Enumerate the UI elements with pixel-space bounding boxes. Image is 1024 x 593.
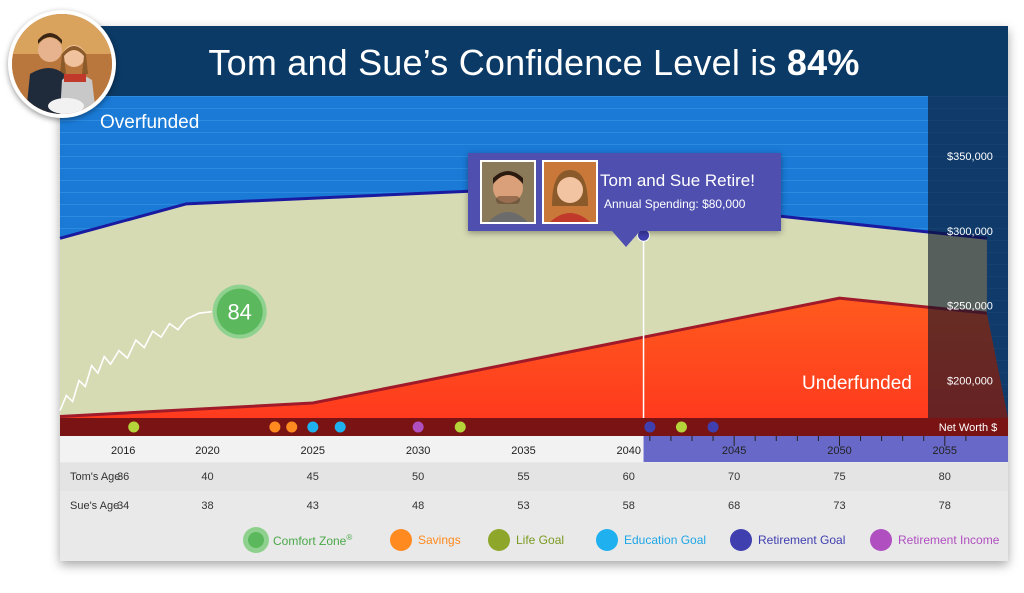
event-marker-life bbox=[675, 421, 687, 433]
legend-label: Life Goal bbox=[516, 533, 565, 547]
retirement-income-legend-icon bbox=[870, 529, 892, 551]
legend: Comfort Zone® Savings Life Goal Education G… bbox=[60, 520, 1008, 560]
x-tick-label: 2016 bbox=[111, 445, 135, 457]
event-marker-retirement bbox=[644, 421, 656, 433]
tom-portrait bbox=[480, 160, 536, 224]
x-tick-label: 2030 bbox=[406, 445, 430, 457]
sue-age-value: 78 bbox=[938, 500, 951, 512]
couple-avatar bbox=[8, 10, 116, 118]
sue-age-value: 34 bbox=[117, 500, 130, 512]
sue-age-value: 38 bbox=[201, 500, 214, 512]
event-band-background bbox=[60, 418, 1008, 436]
y-tick-label: $200,000 bbox=[947, 376, 993, 388]
event-marker-life bbox=[454, 421, 466, 433]
tom-age-value: 36 bbox=[117, 471, 130, 483]
sue-age-value: 53 bbox=[517, 500, 530, 512]
x-axis: 2016 2020 2025 2030 2035 2040 2045 2050 2055 bbox=[60, 436, 1008, 462]
x-tick-label: 2045 bbox=[722, 445, 746, 457]
event-marker-savings bbox=[269, 421, 281, 433]
legend-label: Comfort Zone® bbox=[273, 533, 353, 548]
tom-age-value: 70 bbox=[728, 471, 741, 483]
event-marker-education bbox=[334, 421, 346, 433]
y-tick-label: $300,000 bbox=[947, 226, 993, 238]
retirement-goal-legend-icon bbox=[730, 529, 752, 551]
tom-age-value: 50 bbox=[412, 471, 425, 483]
event-marker-life bbox=[128, 421, 140, 433]
legend-label: Savings bbox=[418, 533, 461, 547]
x-tick-label: 2035 bbox=[511, 445, 535, 457]
sue-age-value: 48 bbox=[412, 500, 425, 512]
comfort-zone-area bbox=[60, 188, 987, 417]
legend-label: Retirement Goal bbox=[758, 533, 846, 547]
tom-age-value: 40 bbox=[201, 471, 214, 483]
legend-label: Retirement Income bbox=[898, 533, 1000, 547]
tom-age-value: 80 bbox=[938, 471, 951, 483]
sue-age-row: Sue's Age 34 38 43 48 53 58 68 73 78 bbox=[60, 492, 1008, 520]
retirement-period-band bbox=[643, 436, 1008, 462]
event-marker-retirement bbox=[707, 421, 719, 433]
sue-age-value: 73 bbox=[833, 500, 846, 512]
x-tick-label: 2025 bbox=[301, 445, 325, 457]
life-goal-legend-icon bbox=[488, 529, 510, 551]
couple-photo-icon bbox=[12, 14, 112, 114]
x-tick-label: 2050 bbox=[827, 445, 851, 457]
retirement-tooltip: Tom and Sue Retire! Annual Spending: $80… bbox=[468, 153, 781, 247]
event-marker-education bbox=[307, 421, 319, 433]
underfunded-label: Underfunded bbox=[802, 373, 912, 394]
tom-age-value: 75 bbox=[833, 471, 846, 483]
sue-age-label: Sue's Age bbox=[70, 500, 120, 512]
tom-age-value: 55 bbox=[517, 471, 530, 483]
x-tick-label: 2040 bbox=[617, 445, 641, 457]
tooltip-title: Tom and Sue Retire! bbox=[600, 171, 755, 190]
confidence-history-line bbox=[59, 310, 212, 411]
net-worth-label: Net Worth $ bbox=[939, 422, 998, 434]
y-axis-background bbox=[928, 96, 1008, 418]
woman-portrait-icon bbox=[544, 162, 596, 222]
man-portrait-icon bbox=[482, 162, 534, 222]
comfort-zone-legend-icon bbox=[245, 529, 267, 551]
tom-age-value: 45 bbox=[306, 471, 319, 483]
confidence-score: 84 bbox=[227, 300, 251, 325]
registered-mark: ® bbox=[346, 533, 353, 542]
header-bar: Tom and Sue’s Confidence Level is 84% bbox=[60, 26, 1008, 96]
sue-portrait bbox=[542, 160, 598, 224]
overfunded-label: Overfunded bbox=[100, 112, 199, 133]
tom-age-row: Tom's Age 36 40 45 50 55 60 70 75 80 bbox=[60, 463, 1008, 491]
tom-age-value: 60 bbox=[622, 471, 635, 483]
score-circle bbox=[216, 288, 263, 335]
x-tick-label: 2020 bbox=[195, 445, 219, 457]
savings-legend-icon bbox=[390, 529, 412, 551]
underfunded-area bbox=[60, 298, 1008, 418]
page-title: Tom and Sue’s Confidence Level is 84% bbox=[208, 42, 860, 83]
y-tick-label: $350,000 bbox=[947, 151, 993, 163]
y-axis-panel: $350,000 $300,000 $250,000 $200,000 bbox=[928, 96, 1008, 418]
tooltip-subtitle: Annual Spending: $80,000 bbox=[604, 197, 746, 211]
x-tick-label: 2055 bbox=[933, 445, 957, 457]
event-marker-retirement-income bbox=[412, 421, 424, 433]
sue-age-value: 58 bbox=[622, 500, 635, 512]
sue-age-value: 68 bbox=[728, 500, 741, 512]
lower-boundary-line bbox=[59, 296, 988, 419]
education-goal-legend-icon bbox=[596, 529, 618, 551]
sue-age-value: 43 bbox=[306, 500, 319, 512]
tom-age-label: Tom's Age bbox=[70, 471, 121, 483]
y-tick-label: $250,000 bbox=[947, 301, 993, 313]
event-marker-savings bbox=[286, 421, 298, 433]
legend-label: Education Goal bbox=[624, 533, 707, 547]
event-band: Net Worth $ bbox=[60, 418, 1008, 436]
